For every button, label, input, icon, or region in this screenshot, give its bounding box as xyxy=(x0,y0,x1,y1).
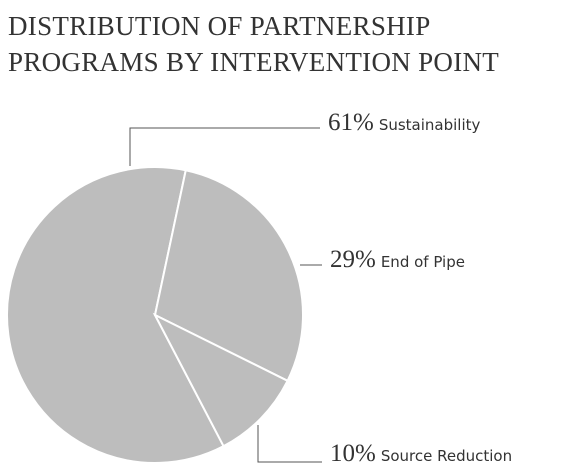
slice-label: 29% End of Pipe xyxy=(330,246,465,273)
pie-slice xyxy=(153,169,304,383)
value-label: 61% xyxy=(328,109,374,136)
value-label: 10% xyxy=(330,440,376,467)
slice-label: 61% Sustainability xyxy=(328,109,481,136)
leader-line xyxy=(257,425,322,463)
leader-line xyxy=(129,127,320,166)
category-label: Source Reduction xyxy=(381,447,512,465)
value-label: 29% xyxy=(330,246,376,273)
category-label: Sustainability xyxy=(379,116,481,134)
pie-slice xyxy=(152,312,289,448)
category-label: End of Pipe xyxy=(381,253,465,271)
chart-title: DISTRIBUTION OF PARTNERSHIP PROGRAMS BY … xyxy=(8,11,500,77)
pie-slice xyxy=(6,166,225,464)
slice-label: 10% Source Reduction xyxy=(330,440,512,467)
